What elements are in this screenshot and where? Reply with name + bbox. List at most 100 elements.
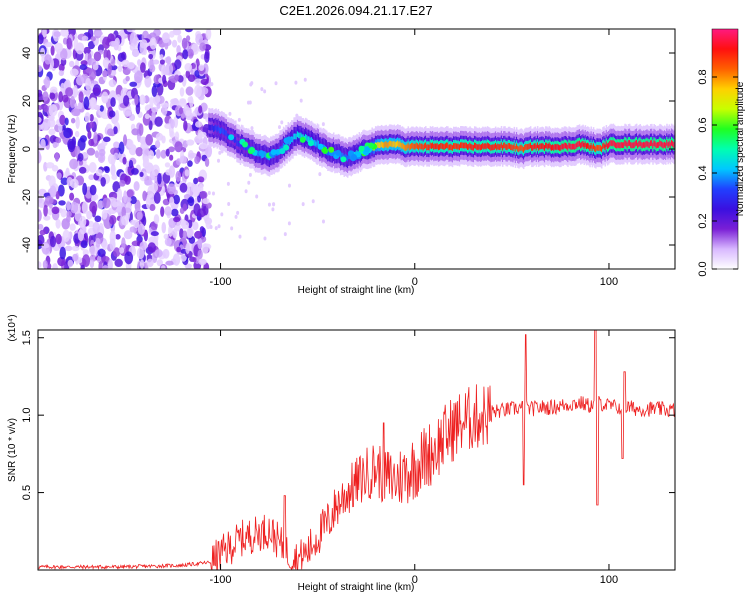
noise-speck xyxy=(230,226,234,231)
ridge-cell xyxy=(430,143,433,149)
ridge-cell xyxy=(407,142,410,149)
ridge-cell xyxy=(462,142,464,149)
ridge-cell xyxy=(501,144,504,151)
ridge-cell xyxy=(346,155,349,162)
snr-x-label: Height of straight line (km) xyxy=(298,582,415,593)
ridge-cell xyxy=(305,134,307,140)
noise-speck xyxy=(125,110,133,116)
noise-speck xyxy=(287,183,291,188)
ridge-cell xyxy=(529,142,532,149)
noise-speck xyxy=(123,134,128,146)
noise-speck xyxy=(161,135,166,144)
noise-speck xyxy=(147,185,154,198)
noise-speck xyxy=(182,230,188,240)
noise-speck xyxy=(79,216,87,228)
noise-speck xyxy=(173,194,181,205)
noise-speck xyxy=(55,233,62,245)
ridge-cell xyxy=(633,142,636,148)
ridge-cell xyxy=(317,140,320,147)
noise-speck xyxy=(198,105,203,114)
noise-speck xyxy=(169,154,174,161)
snr-scale-label: (x10⁴) xyxy=(7,314,18,341)
ridge-cell xyxy=(429,142,432,149)
ridge-cell xyxy=(669,142,672,149)
ridge-cell xyxy=(411,142,413,149)
noise-speck xyxy=(139,259,145,269)
noise-speck xyxy=(63,127,72,139)
ridge-cell xyxy=(513,143,516,149)
ridge-cell xyxy=(404,144,406,151)
noise-speck xyxy=(69,68,79,77)
noise-speck xyxy=(64,245,73,252)
noise-speck xyxy=(87,40,96,50)
ridge-blob xyxy=(283,144,290,151)
spectrogram-x-tick-label: -100 xyxy=(210,276,232,288)
ridge-cell xyxy=(659,140,661,146)
noise-speck xyxy=(125,75,130,82)
noise-speck xyxy=(61,94,69,103)
noise-speck xyxy=(88,174,95,181)
ridge-cell xyxy=(583,142,586,149)
ridge-cell xyxy=(245,144,248,151)
noise-speck xyxy=(84,112,91,123)
noise-speck xyxy=(60,208,67,218)
ridge-cell xyxy=(483,143,485,150)
noise-speck xyxy=(192,221,199,231)
noise-speck xyxy=(187,160,193,167)
ridge-cell xyxy=(237,140,239,147)
noise-speck xyxy=(48,104,58,117)
noise-speck xyxy=(88,245,98,256)
noise-speck xyxy=(196,176,205,183)
ridge-blob xyxy=(286,136,293,143)
noise-speck xyxy=(142,147,150,157)
noise-speck xyxy=(159,54,164,60)
ridge-cell xyxy=(442,143,445,150)
noise-speck xyxy=(102,136,111,143)
ridge-cell xyxy=(446,142,448,149)
ridge-cell xyxy=(208,124,210,131)
noise-speck xyxy=(38,194,43,204)
ridge-cell xyxy=(627,140,630,147)
ridge-cell xyxy=(604,144,606,151)
noise-speck xyxy=(89,68,97,81)
ridge-cell xyxy=(390,140,392,147)
noise-speck xyxy=(149,204,156,211)
ridge-cell xyxy=(567,144,569,151)
ridge-cell xyxy=(399,141,401,148)
noise-speck xyxy=(54,152,60,162)
ridge-cell xyxy=(665,142,667,149)
noise-speck xyxy=(69,95,76,109)
ridge-cell xyxy=(439,143,441,150)
noise-speck xyxy=(42,91,49,102)
noise-speck xyxy=(118,141,125,155)
ridge-cell xyxy=(560,144,562,151)
noise-speck xyxy=(148,150,155,160)
ridge-cell xyxy=(663,141,666,148)
noise-speck xyxy=(49,86,58,94)
noise-speck xyxy=(154,140,161,149)
ridge-blob xyxy=(340,156,347,163)
noise-speck xyxy=(113,247,121,258)
noise-speck xyxy=(98,261,103,269)
noise-speck xyxy=(38,116,42,124)
ridge-cell xyxy=(394,142,397,148)
noise-speck xyxy=(162,74,167,85)
ridge-cell xyxy=(288,139,291,146)
noise-speck xyxy=(82,249,89,257)
noise-speck xyxy=(311,199,315,204)
noise-speck xyxy=(53,31,62,37)
noise-speck xyxy=(59,114,66,126)
ridge-cell xyxy=(492,144,495,151)
ridge-cell xyxy=(498,144,500,150)
ridge-cell xyxy=(211,124,214,131)
noise-speck xyxy=(38,104,43,111)
noise-speck xyxy=(147,242,156,253)
ridge-cell xyxy=(507,143,510,149)
spectrogram-panel: -100 0 100 -40 -20 0 20 40 Height of straight l… xyxy=(7,28,676,296)
ridge-cell xyxy=(440,142,442,149)
noise-speck xyxy=(172,228,178,239)
noise-speck xyxy=(187,48,194,59)
ridge-cell xyxy=(348,153,350,160)
ridge-cell xyxy=(435,143,438,150)
noise-speck xyxy=(175,170,182,182)
